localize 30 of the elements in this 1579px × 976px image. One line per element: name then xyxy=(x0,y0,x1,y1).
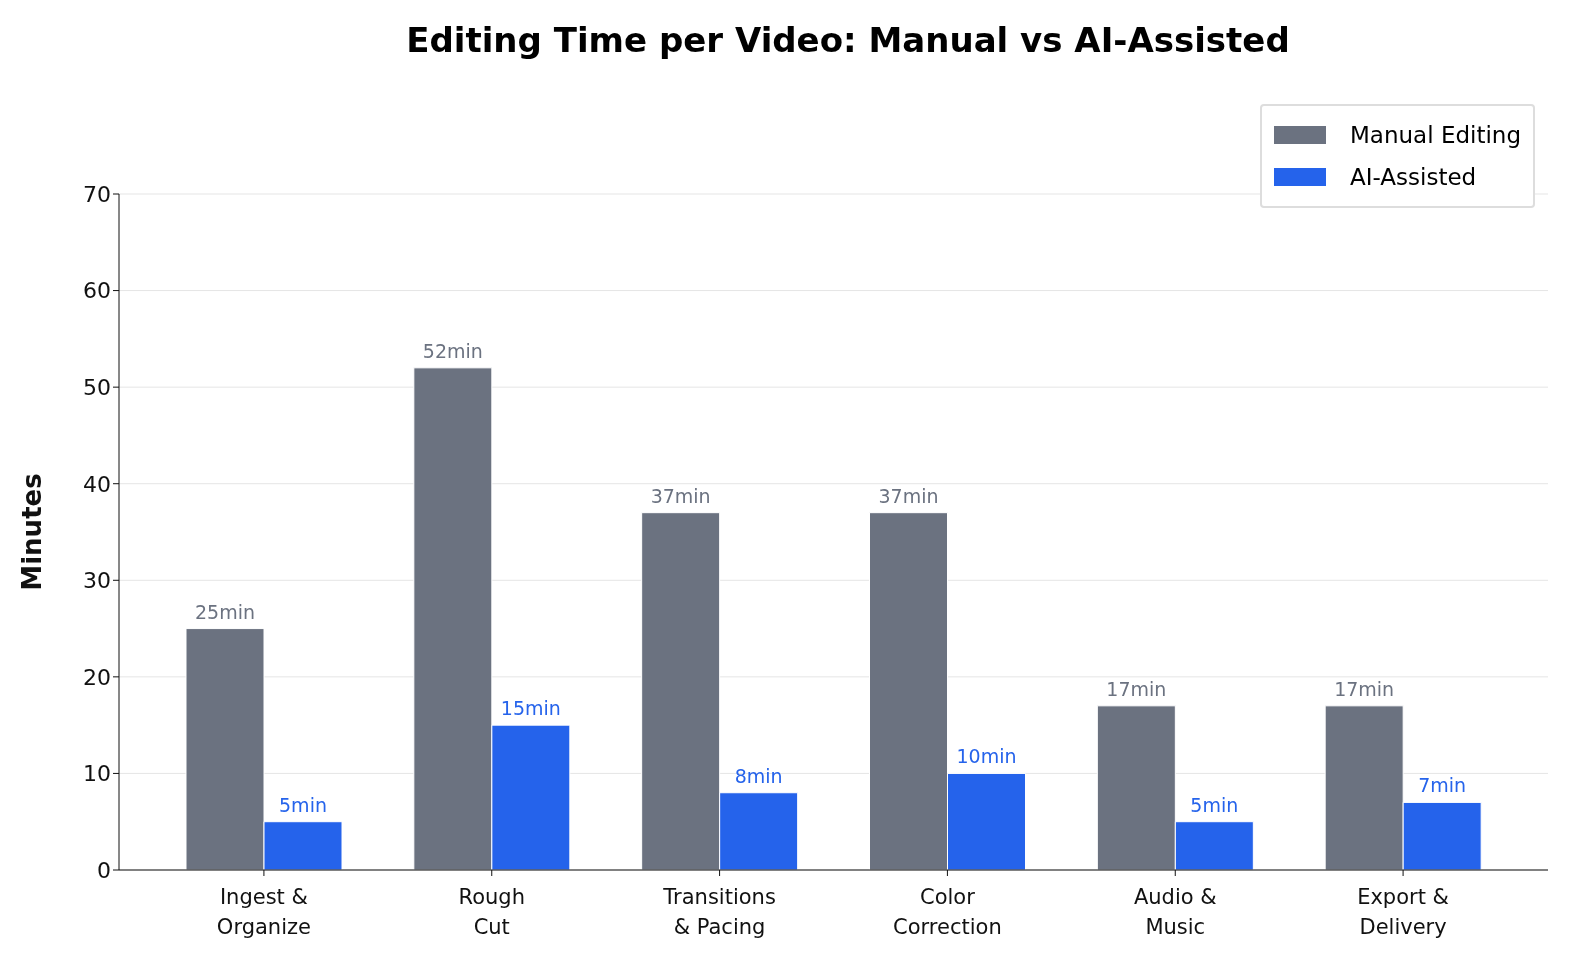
y-tick-label: 40 xyxy=(83,471,111,497)
data-label: 5min xyxy=(279,793,327,816)
legend-label: AI-Assisted xyxy=(1350,164,1477,190)
data-label: 10min xyxy=(956,745,1017,768)
data-label: 17min xyxy=(1334,677,1395,700)
y-tick-label: 60 xyxy=(83,278,111,304)
y-tick-label: 70 xyxy=(83,181,111,207)
legend-label: Manual Editing xyxy=(1350,122,1521,148)
chart-title: Editing Time per Video: Manual vs AI-Assisted xyxy=(405,20,1291,60)
x-tick-label: Rough Cut xyxy=(458,885,525,939)
x-tick-label: Export & Delivery xyxy=(1357,885,1449,939)
y-tick-label: 0 xyxy=(97,857,111,883)
x-tick-label: Transitions & Pacing xyxy=(662,885,776,939)
data-label: 52min xyxy=(422,339,483,362)
data-label: 37min xyxy=(878,484,939,507)
x-tick-label: Ingest & Organize xyxy=(216,885,311,939)
data-label: 7min xyxy=(1418,774,1467,797)
data-label: 5min xyxy=(1190,793,1239,816)
y-tick-label: 10 xyxy=(83,761,111,787)
data-label: 15min xyxy=(500,697,561,720)
data-label: 25min xyxy=(194,600,256,623)
data-label: 8min xyxy=(734,764,783,787)
y-tick-label: 30 xyxy=(83,568,111,594)
data-label: 37min xyxy=(650,484,711,507)
y-tick-label: 20 xyxy=(83,664,111,690)
x-tick-label: Audio & Music xyxy=(1133,885,1217,939)
y-tick-label: 50 xyxy=(83,374,111,400)
data-label: 17min xyxy=(1106,677,1167,700)
y-axis-title: Minutes xyxy=(17,473,48,591)
x-tick-label: Color Correction xyxy=(893,885,1002,939)
